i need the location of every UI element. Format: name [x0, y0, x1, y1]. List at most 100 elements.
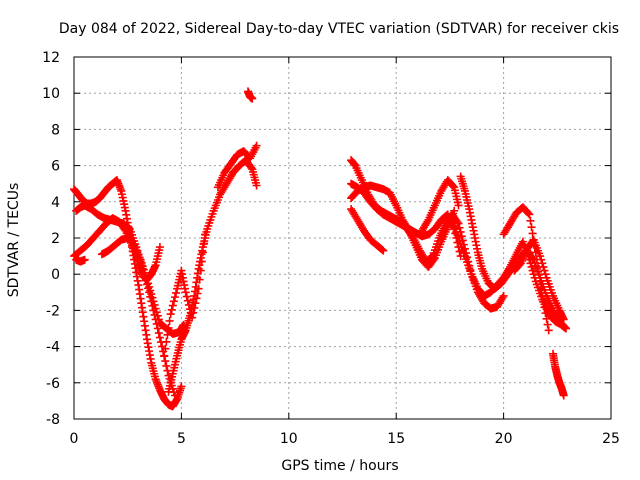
- data-point: [160, 351, 169, 360]
- x-tick-label: 5: [177, 431, 186, 447]
- data-point: [524, 209, 533, 218]
- data-point: [153, 324, 162, 333]
- data-point: [450, 206, 459, 215]
- data-point: [177, 382, 186, 391]
- series-track-7: [160, 230, 210, 360]
- data-point: [199, 239, 208, 248]
- data-point: [525, 255, 534, 264]
- data-point: [527, 223, 536, 232]
- data-point: [528, 229, 537, 238]
- series-track-15: [456, 172, 570, 333]
- data-point: [526, 259, 535, 268]
- grid-lines: [74, 57, 611, 419]
- data-point: [184, 300, 193, 309]
- data-point: [189, 308, 198, 317]
- y-tick-label: -6: [46, 376, 60, 392]
- data-point: [537, 284, 546, 293]
- series-track-11: [347, 179, 465, 261]
- data-point: [181, 288, 190, 297]
- data-point: [155, 243, 164, 252]
- data-point: [166, 310, 175, 319]
- data-point: [559, 391, 568, 400]
- data-point: [196, 266, 205, 275]
- data-point: [150, 300, 159, 309]
- data-point: [540, 303, 549, 312]
- data-point: [192, 294, 201, 303]
- axis-ticks: 0 5 10 15 20 25 -8 -6 -4 -2 0 2 4 6 8 10 12: [42, 50, 620, 447]
- data-point: [198, 248, 207, 257]
- data-point: [455, 223, 464, 232]
- data-point: [147, 290, 156, 299]
- data-point: [539, 262, 548, 271]
- data-point: [169, 297, 178, 306]
- data-point: [543, 320, 552, 329]
- series-track-9: [243, 87, 257, 103]
- y-tick-label: 8: [51, 122, 60, 138]
- data-point: [536, 252, 545, 261]
- x-tick-label: 0: [70, 431, 79, 447]
- data-point: [525, 210, 534, 219]
- data-point: [146, 286, 155, 295]
- y-tick-label: 4: [51, 195, 60, 211]
- y-axis-label: SDTVAR / TECUs: [6, 183, 22, 298]
- chart-title: Day 084 of 2022, Sidereal Day-to-day VTE…: [59, 21, 619, 37]
- data-point: [162, 361, 171, 370]
- data-point: [149, 297, 158, 306]
- data-point: [161, 357, 170, 366]
- data-point: [144, 279, 153, 288]
- series-track-5: [72, 255, 89, 266]
- y-tick-label: 12: [42, 50, 60, 66]
- data-point: [154, 315, 163, 324]
- y-tick-label: -4: [46, 340, 60, 356]
- data-point: [163, 330, 172, 339]
- data-point: [541, 309, 550, 318]
- data-point: [537, 255, 546, 264]
- x-axis-label: GPS time / hours: [281, 458, 398, 474]
- data-point: [248, 94, 257, 103]
- data-point: [538, 291, 547, 300]
- data-point: [193, 289, 202, 298]
- data-point: [143, 275, 152, 284]
- data-point: [167, 305, 176, 314]
- data-point: [170, 293, 179, 302]
- series-track-12: [347, 181, 459, 271]
- y-tick-label: -8: [46, 412, 60, 428]
- data-point: [530, 273, 539, 282]
- data-point: [172, 288, 181, 297]
- data-point: [252, 181, 261, 190]
- data-point: [404, 224, 413, 233]
- data-point: [80, 255, 89, 264]
- y-tick-label: -2: [46, 303, 60, 319]
- data-point: [378, 245, 387, 254]
- data-point: [151, 304, 160, 313]
- data-point: [148, 293, 157, 302]
- data-point: [190, 303, 199, 312]
- data-point: [528, 266, 537, 275]
- data-point: [536, 277, 545, 286]
- data-point: [161, 344, 170, 353]
- data-point: [197, 257, 206, 266]
- series-track-19: [549, 349, 568, 400]
- data-point: [454, 201, 463, 210]
- data-point: [191, 299, 200, 308]
- data-point: [544, 326, 553, 335]
- data-point: [559, 315, 568, 324]
- series-track-13: [347, 205, 388, 255]
- x-tick-label: 15: [387, 431, 405, 447]
- data-point: [183, 296, 192, 305]
- y-tick-label: 0: [51, 267, 60, 283]
- data-point: [526, 216, 535, 225]
- y-tick-label: 6: [51, 159, 60, 175]
- series-track-1: [70, 176, 186, 411]
- data-point: [423, 217, 432, 226]
- data-point: [188, 313, 197, 322]
- data-point: [541, 270, 550, 279]
- data-point: [540, 266, 549, 275]
- data-point: [152, 308, 161, 317]
- data-point: [379, 246, 388, 255]
- data-point: [154, 329, 163, 338]
- x-tick-label: 25: [602, 431, 620, 447]
- y-tick-label: 2: [51, 231, 60, 247]
- data-point: [429, 255, 438, 264]
